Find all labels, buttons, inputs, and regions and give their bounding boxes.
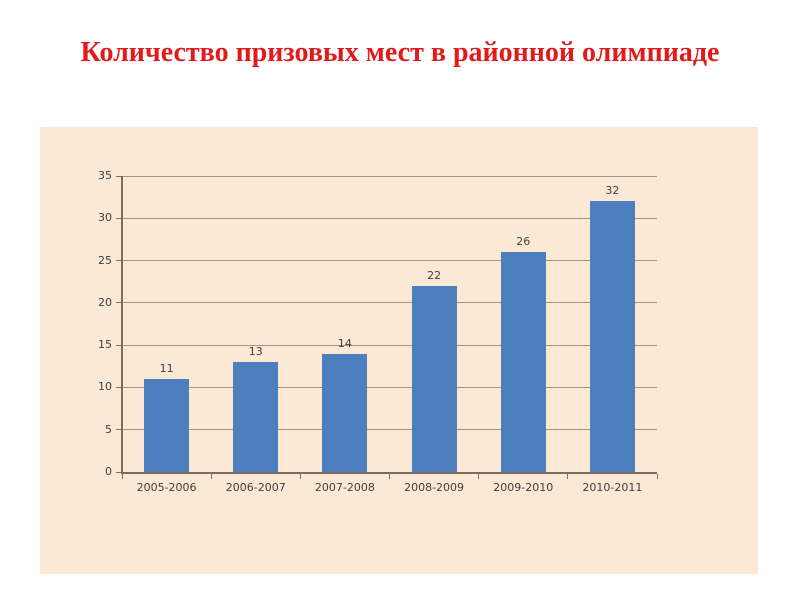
- y-axis-label: 15: [98, 338, 112, 352]
- bar-value-label: 22: [427, 268, 442, 282]
- bar: [589, 201, 635, 472]
- y-axis-tick: [116, 217, 122, 219]
- x-axis-label: 2010-2011: [582, 481, 643, 494]
- y-axis-label: 30: [98, 211, 112, 225]
- bar: [411, 285, 457, 472]
- y-axis-tick: [116, 344, 122, 346]
- gridline: [122, 260, 657, 262]
- x-axis-label: 2007-2008: [314, 481, 375, 494]
- x-axis-tick: [299, 474, 301, 479]
- x-axis-tick: [567, 474, 569, 479]
- gridline: [122, 217, 657, 219]
- y-axis-label: 10: [98, 380, 112, 394]
- x-axis-label: 2009-2010: [493, 481, 554, 494]
- y-axis-tick: [116, 386, 122, 388]
- gridline: [122, 175, 657, 177]
- x-axis-tick: [389, 474, 390, 479]
- x-axis-label: 2006-2007: [225, 481, 286, 494]
- y-axis-label: 5: [105, 422, 112, 436]
- y-axis-label: 35: [98, 169, 112, 182]
- y-axis-tick: [116, 429, 122, 431]
- y-axis-label: 20: [98, 295, 112, 309]
- plot-area: 0 5 10 15 20 25 30 35 11 2005-2006 13 2006-2007 14 20…: [40, 127, 758, 574]
- x-axis-tick: [656, 474, 658, 479]
- y-axis-tick: [116, 175, 122, 177]
- x-axis-tick: [121, 474, 123, 479]
- bar: [233, 362, 279, 472]
- chart-panel: 0 5 10 15 20 25 30 35 11 2005-2006 13 2006-2007 14 20…: [40, 127, 758, 574]
- bar-value-label: 14: [337, 336, 352, 350]
- bar-value-label: 11: [159, 361, 174, 375]
- gridline: [122, 429, 657, 431]
- bar: [144, 378, 190, 472]
- chart-title: Количество призовых мест в районной олим…: [80, 37, 720, 68]
- bar-value-label: 13: [248, 345, 263, 359]
- bar: [500, 252, 546, 472]
- y-axis-tick: [116, 260, 122, 262]
- gridline: [122, 386, 657, 388]
- y-axis-line: [121, 176, 123, 474]
- gridline: [122, 302, 657, 304]
- bar: [322, 353, 368, 472]
- y-axis-tick: [116, 302, 122, 304]
- gridline: [122, 344, 657, 346]
- x-axis-label: 2008-2009: [404, 481, 465, 494]
- y-axis-tick: [116, 471, 122, 473]
- x-axis-label: 2005-2006: [136, 481, 197, 494]
- x-axis-tick: [478, 474, 480, 479]
- y-axis-label: 25: [98, 253, 112, 267]
- bar-value-label: 26: [516, 235, 531, 249]
- x-axis-tick: [210, 474, 212, 479]
- bar-value-label: 32: [605, 184, 620, 198]
- y-axis-label: 0: [105, 465, 112, 478]
- x-axis-line: [121, 472, 657, 474]
